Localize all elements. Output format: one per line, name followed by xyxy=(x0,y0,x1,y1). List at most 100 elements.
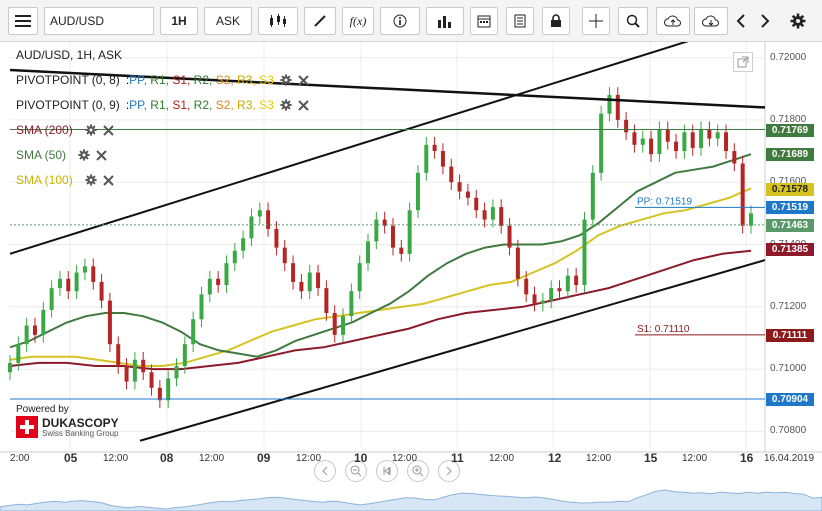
lock-icon[interactable] xyxy=(542,7,570,35)
candle-body xyxy=(41,309,46,335)
price-tick-label: 0.71800 xyxy=(770,113,807,125)
close-icon[interactable] xyxy=(96,149,107,161)
gear-svg xyxy=(790,13,806,29)
candle-body xyxy=(424,144,429,173)
candle-body xyxy=(324,288,329,314)
sma100-name: SMA (100) xyxy=(16,173,73,187)
channel-upper-line xyxy=(9,42,689,255)
gear-icon[interactable] xyxy=(78,149,90,161)
candle-body xyxy=(574,275,579,285)
candles xyxy=(8,87,753,409)
time-tick-label: 12:00 xyxy=(296,453,322,464)
crosshair-icon[interactable] xyxy=(582,7,610,35)
candle-body xyxy=(116,344,121,366)
time-tick-label: 12:00 xyxy=(586,453,612,464)
zoom-in-svg xyxy=(412,465,424,477)
popout-icon[interactable] xyxy=(733,52,753,72)
candle-body xyxy=(682,132,687,152)
price-tick-label: 0.71600 xyxy=(770,176,807,188)
candle-body xyxy=(599,113,604,173)
draw-pen-icon[interactable] xyxy=(304,7,336,35)
candle-body xyxy=(182,344,187,366)
price-chart[interactable]: PP: 0.71519 S1: 0.71110 xyxy=(0,42,822,511)
candle-body xyxy=(224,263,229,285)
candle-body xyxy=(166,378,171,401)
gear-icon[interactable] xyxy=(280,74,292,86)
candle-body xyxy=(415,172,420,211)
lock-icon-svg xyxy=(551,14,561,27)
time-tick-label: 09 xyxy=(257,451,271,465)
candle-body xyxy=(582,219,587,285)
prev-icon[interactable] xyxy=(730,7,752,35)
candle-body xyxy=(674,141,679,152)
pp-line-label: PP: 0.71519 xyxy=(637,196,692,207)
candle-body xyxy=(440,151,445,167)
upload-cloud-svg xyxy=(664,15,681,27)
candle-body xyxy=(715,132,720,139)
candle-body xyxy=(432,144,437,152)
candle-body xyxy=(499,207,504,226)
function-icon[interactable]: f(x) xyxy=(342,7,374,35)
time-tick-label: 05 xyxy=(64,451,78,465)
candle-body xyxy=(690,132,695,148)
hamburger-icon[interactable] xyxy=(8,7,38,35)
gear-icon[interactable] xyxy=(85,124,97,136)
s1-tag: 0.71111 xyxy=(766,328,814,342)
download-icon[interactable] xyxy=(694,7,728,35)
scroll-left-svg xyxy=(322,466,328,476)
legend-sma200: SMA (200) xyxy=(16,123,114,137)
close-icon[interactable] xyxy=(298,99,309,111)
side-button[interactable]: ASK xyxy=(204,7,252,35)
candle-body xyxy=(274,228,279,248)
scroll-right-icon[interactable] xyxy=(438,460,460,482)
gear-icon[interactable] xyxy=(85,174,97,186)
pivot1-sep: : xyxy=(125,73,130,87)
candle-body xyxy=(507,225,512,248)
candle-body xyxy=(199,294,204,320)
timeframe-button[interactable]: 1H xyxy=(160,7,198,35)
close-icon[interactable] xyxy=(102,124,114,136)
time-tick-label: 12 xyxy=(548,451,562,465)
candle-body xyxy=(665,129,670,142)
candle-body xyxy=(74,272,79,292)
candle-body xyxy=(374,219,379,242)
zoom-icon[interactable] xyxy=(618,7,648,35)
sheet-icon[interactable] xyxy=(506,7,534,35)
gear-icon[interactable] xyxy=(786,7,810,35)
indicator-lines xyxy=(9,153,752,371)
pivot-level-s3: S3 xyxy=(259,98,274,112)
calendar-icon[interactable] xyxy=(470,7,498,35)
chart-area[interactable]: PP: 0.71519 S1: 0.71110 AUD/USD, 1H, ASK … xyxy=(0,42,822,511)
candle-body xyxy=(532,294,537,304)
candle-body xyxy=(515,247,520,279)
close-icon[interactable] xyxy=(102,174,114,186)
zoom-in-icon[interactable] xyxy=(407,460,429,482)
next-icon[interactable] xyxy=(754,7,776,35)
navigator[interactable] xyxy=(0,484,822,511)
brand-name: DUKASCOPY xyxy=(42,415,119,430)
indicators-icon[interactable] xyxy=(426,7,464,35)
candle-body xyxy=(157,387,162,401)
candle-body xyxy=(590,172,595,220)
upload-icon[interactable] xyxy=(656,7,690,35)
candle-body xyxy=(107,300,112,345)
candles-icon[interactable] xyxy=(258,7,298,35)
candle-body xyxy=(557,288,562,292)
candle-body xyxy=(607,94,612,114)
pivot1-name: PIVOTPOINT (0, 8) xyxy=(16,73,120,87)
scroll-left-icon[interactable] xyxy=(314,460,336,482)
close-icon[interactable] xyxy=(298,74,309,86)
info-icon[interactable] xyxy=(380,7,420,35)
reset-view-icon[interactable] xyxy=(376,460,398,482)
candle-body xyxy=(699,129,704,148)
hamburger-icon-svg xyxy=(15,15,31,27)
candles-icon-svg xyxy=(270,14,286,27)
candle-body xyxy=(149,372,154,388)
pivot-level-s1: S1, xyxy=(172,73,194,87)
zoom-out-icon[interactable] xyxy=(345,460,367,482)
symbol-input[interactable] xyxy=(44,7,154,35)
gear-icon[interactable] xyxy=(280,99,292,111)
candle-body xyxy=(299,281,304,292)
candle-body xyxy=(482,210,487,220)
resistance-trendline xyxy=(9,68,766,109)
